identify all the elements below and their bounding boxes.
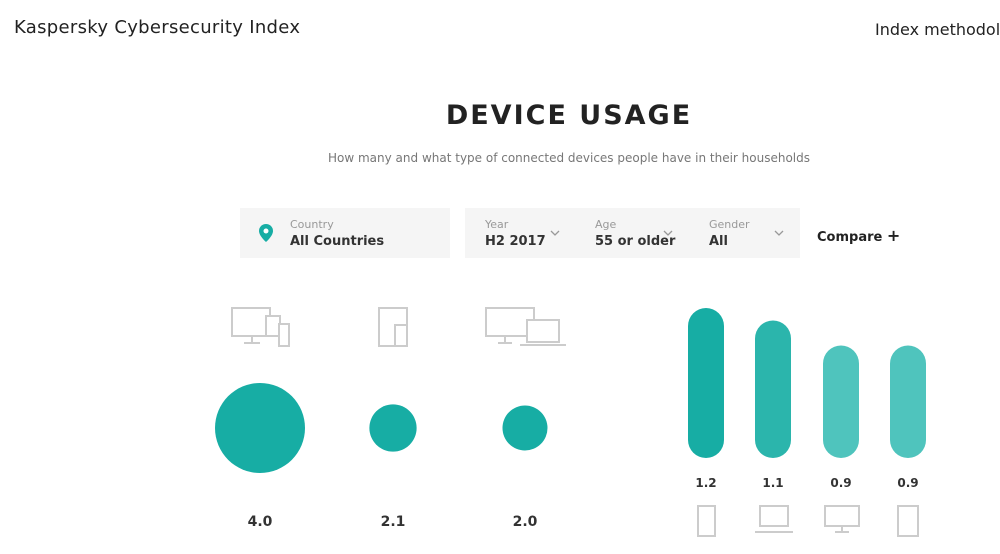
gender-filter[interactable]: Gender All bbox=[709, 218, 750, 249]
country-filter[interactable]: Country All Countries bbox=[240, 208, 450, 258]
chevrons bbox=[550, 230, 784, 236]
filter-label: Gender bbox=[709, 218, 750, 231]
value-label: 1.2 bbox=[695, 476, 716, 490]
filter-label: Age bbox=[595, 218, 617, 231]
value-label: 2.1 bbox=[381, 514, 406, 530]
pin-icon bbox=[259, 224, 273, 242]
bubble bbox=[215, 383, 305, 473]
page-title: DEVICE USAGE bbox=[445, 100, 693, 131]
value-label: 1.1 bbox=[762, 476, 783, 490]
bar bbox=[890, 345, 926, 458]
bar bbox=[755, 320, 791, 458]
bar bbox=[823, 345, 859, 458]
filter-group: Year H2 2017 Age 55 or older Gender All bbox=[465, 208, 800, 258]
filter-value: All bbox=[709, 234, 728, 249]
bubble bbox=[369, 404, 417, 452]
filter-value: 55 or older bbox=[595, 234, 676, 249]
compare-label: Compare bbox=[817, 230, 883, 245]
value-label: 0.9 bbox=[830, 476, 851, 490]
value-label: 4.0 bbox=[248, 514, 273, 530]
bubble bbox=[502, 405, 548, 451]
filter-value: H2 2017 bbox=[485, 234, 546, 249]
charts: 4.0 2.1 2.0 1.2 1.1 0.9 0.9 bbox=[215, 307, 926, 537]
year-filter[interactable]: Year H2 2017 bbox=[485, 218, 546, 249]
value-label: 2.0 bbox=[513, 514, 538, 530]
device-icons bbox=[231, 307, 919, 537]
brand[interactable]: Kaspersky Cybersecurity Index bbox=[14, 17, 301, 38]
compare-button[interactable]: Compare + bbox=[817, 226, 901, 245]
subtitle: How many and what type of connected devi… bbox=[328, 151, 810, 165]
methodology-link[interactable]: Index methodology bbox=[875, 20, 1000, 39]
filter-label: Year bbox=[485, 218, 509, 231]
bar bbox=[688, 308, 724, 458]
filter-value: All Countries bbox=[290, 234, 385, 249]
age-filter[interactable]: Age 55 or older bbox=[595, 218, 675, 249]
value-label: 0.9 bbox=[897, 476, 918, 490]
filter-label: Country bbox=[290, 218, 334, 231]
